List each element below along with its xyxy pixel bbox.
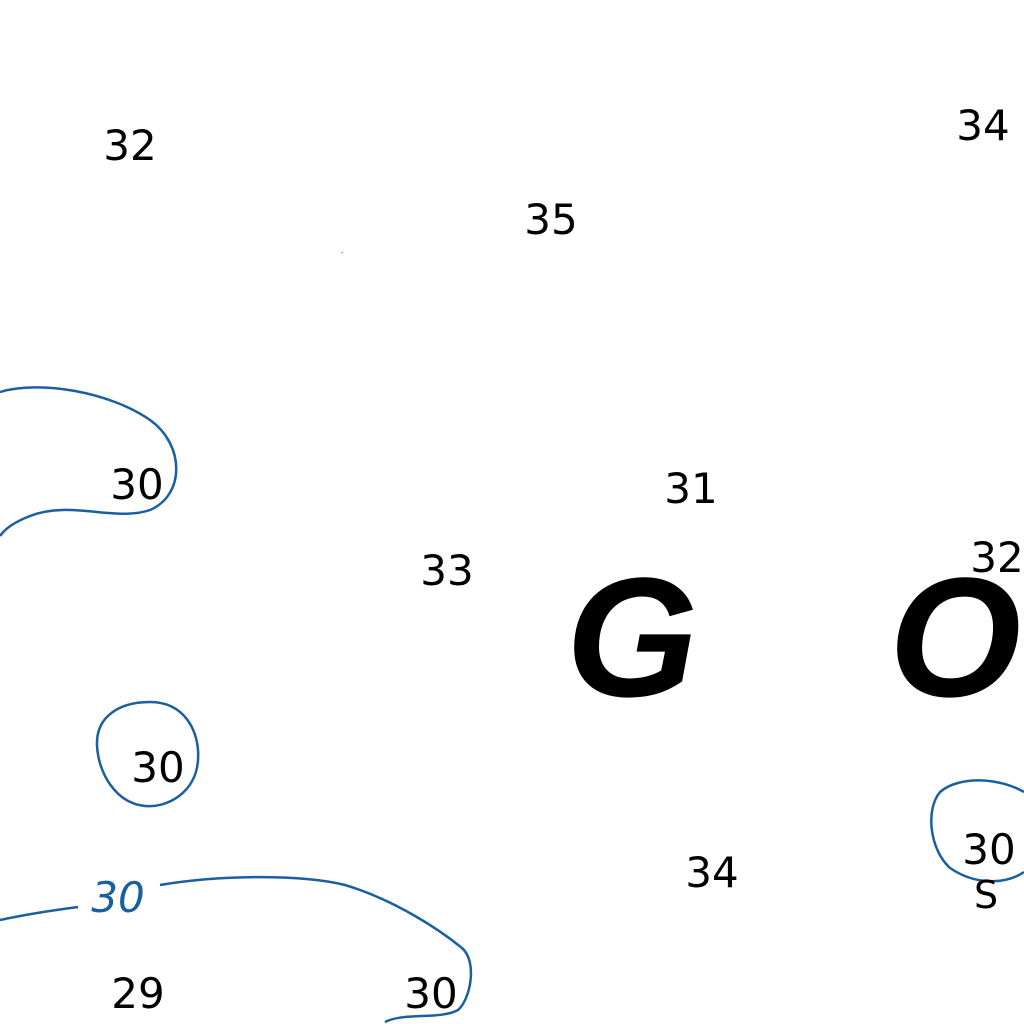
depth-contour bbox=[95, 700, 200, 808]
depth-sounding: 30 bbox=[131, 743, 185, 792]
depth-sounding: 31 bbox=[664, 464, 718, 513]
depth-sounding: 32 bbox=[970, 533, 1024, 582]
place-name-letter: G bbox=[565, 543, 699, 733]
depth-sounding: 34 bbox=[956, 101, 1010, 150]
depth-contour bbox=[0, 905, 79, 922]
depth-sounding: 30 bbox=[110, 460, 164, 509]
depth-sounding: 34 bbox=[685, 848, 739, 897]
depth-sounding: 30 bbox=[404, 969, 458, 1018]
depth-contour bbox=[930, 779, 1024, 883]
seabed-type-code: S bbox=[973, 873, 999, 917]
depth-contour bbox=[0, 386, 178, 537]
place-name-letter: O bbox=[888, 543, 1022, 733]
depth-contour bbox=[159, 875, 473, 1024]
chart-speck bbox=[340, 251, 344, 254]
depth-sounding: 30 bbox=[962, 825, 1016, 874]
depth-sounding: 32 bbox=[103, 121, 157, 170]
depth-contour-label: 30 bbox=[87, 877, 149, 919]
depth-sounding: 29 bbox=[111, 969, 165, 1018]
depth-sounding: 35 bbox=[524, 195, 578, 244]
depth-sounding: 33 bbox=[420, 546, 474, 595]
